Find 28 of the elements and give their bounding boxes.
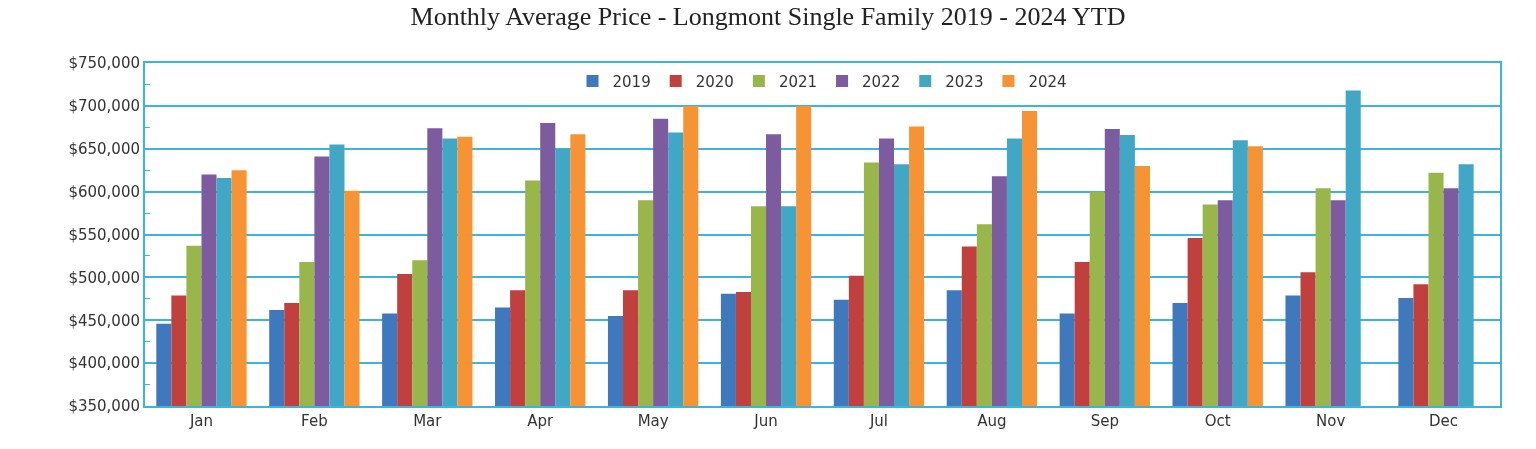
- x-tick-label: Sep: [1090, 412, 1119, 430]
- y-tick-label: $350,000: [68, 397, 140, 416]
- y-tick-label: $400,000: [68, 354, 140, 373]
- legend-label: 2022: [862, 72, 901, 91]
- y-tick-label: $750,000: [68, 54, 140, 73]
- legend-label: 2021: [778, 72, 818, 91]
- x-tick-label: Mar: [413, 412, 443, 430]
- x-tick-label: Dec: [1429, 412, 1459, 430]
- y-tick-label: $650,000: [68, 140, 140, 158]
- x-tick-label: Nov: [1315, 412, 1346, 430]
- x-tick-label: Jun: [753, 412, 778, 430]
- legend-label: 2019: [612, 72, 651, 91]
- x-tick-label: Apr: [527, 412, 555, 430]
- y-tick-label: $450,000: [68, 311, 140, 330]
- x-tick-label: Jan: [188, 412, 214, 430]
- x-tick-label: Jul: [868, 412, 889, 430]
- x-tick-label: Oct: [1204, 412, 1231, 430]
- y-tick-label: $600,000: [68, 182, 140, 201]
- y-tick-label: $700,000: [68, 97, 140, 116]
- x-tick-label: May: [637, 412, 669, 430]
- legend-label: 2023: [945, 72, 984, 91]
- legend-label: 2024: [1028, 72, 1067, 91]
- y-tick-label: $500,000: [68, 268, 140, 287]
- legend-label: 2020: [695, 72, 734, 91]
- chart-title: Monthly Average Price - Longmont Single Family 2019 - 2024 YTD: [410, 1, 1126, 31]
- x-tick-label: Aug: [977, 412, 1007, 430]
- y-tick-label: $550,000: [68, 225, 140, 244]
- x-tick-label: Feb: [301, 412, 328, 430]
